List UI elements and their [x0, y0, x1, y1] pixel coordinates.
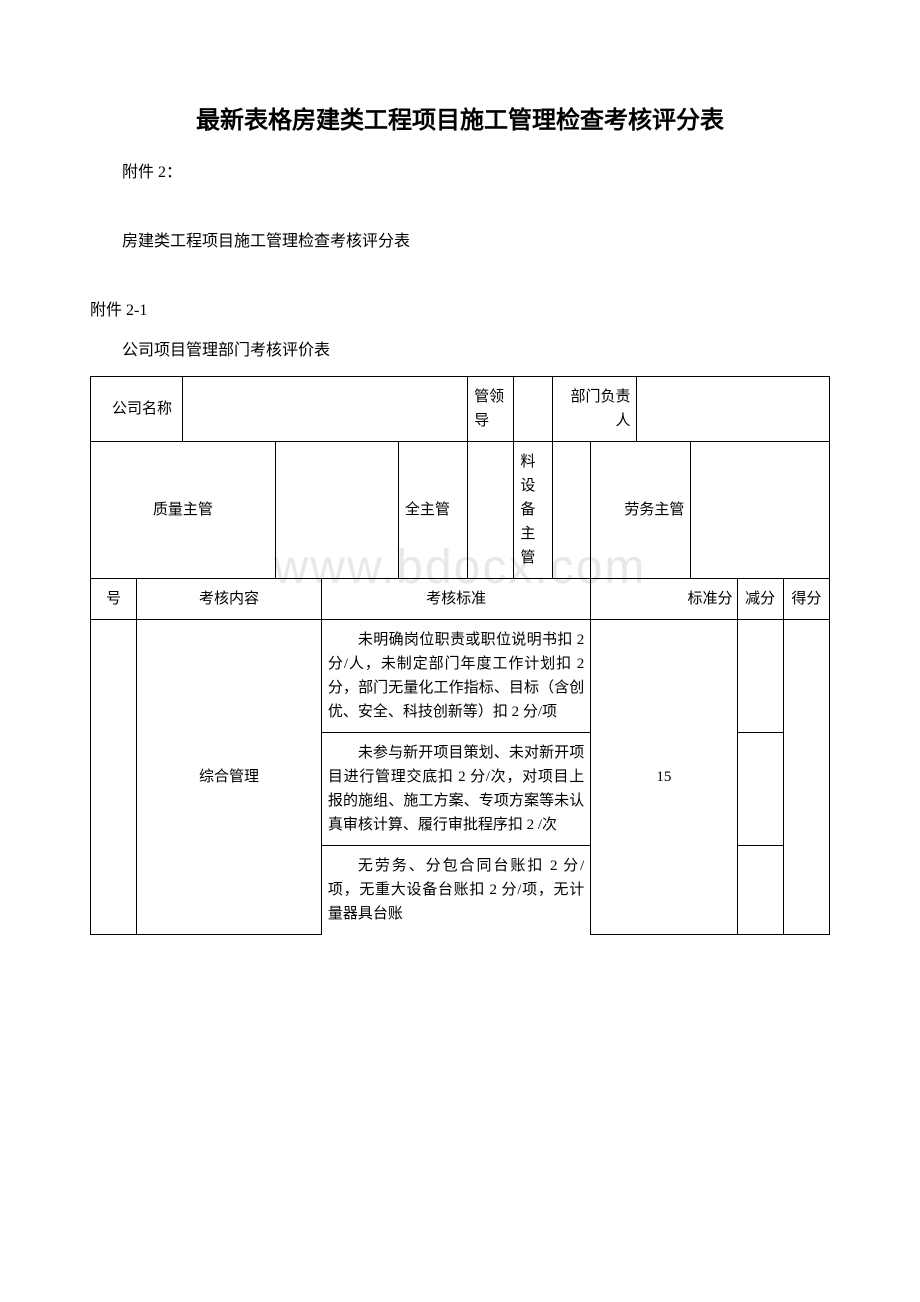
header-score: 标准分	[591, 579, 737, 620]
subtitle-2: 公司项目管理部门考核评价表	[90, 337, 830, 366]
header-gain: 得分	[783, 579, 829, 620]
material-label: 料设备主管	[514, 442, 552, 579]
leader-value	[514, 377, 552, 442]
quality-label: 质量主管	[91, 442, 276, 579]
gain-cell	[783, 620, 829, 935]
header-standard: 考核标准	[321, 579, 590, 620]
table-header-row: 号 考核内容 考核标准 标准分 减分 得分	[91, 579, 830, 620]
safety-value	[468, 442, 514, 579]
dept-head-value	[637, 377, 830, 442]
table-row: 综合管理 未明确岗位职责或职位说明书扣 2 分/人，未制定部门年度工作计划扣 2…	[91, 620, 830, 733]
deduct-cell	[737, 620, 783, 733]
header-deduct: 减分	[737, 579, 783, 620]
labor-value	[691, 442, 830, 579]
deduct-cell	[737, 733, 783, 846]
evaluation-table: 公司名称 管领导 部门负责人 质量主管 全主管 料设备主管 劳务主管 号 考核内…	[90, 376, 830, 935]
attachment-2-1-label: 附件 2-1	[90, 297, 830, 326]
safety-label: 全主管	[398, 442, 467, 579]
document-content: 最新表格房建类工程项目施工管理检查考核评分表 附件 2： 房建类工程项目施工管理…	[90, 100, 830, 935]
quality-value	[275, 442, 398, 579]
page-title: 最新表格房建类工程项目施工管理检查考核评分表	[90, 100, 830, 135]
table-row: 质量主管 全主管 料设备主管 劳务主管	[91, 442, 830, 579]
criteria-cell-3: 无劳务、分包合同台账扣 2 分/项，无重大设备台账扣 2 分/项，无计量器具台账	[321, 846, 590, 935]
company-name-label: 公司名称	[91, 377, 183, 442]
labor-label: 劳务主管	[591, 442, 691, 579]
header-seq: 号	[91, 579, 137, 620]
standard-score-cell: 15	[591, 620, 737, 935]
deduct-cell	[737, 846, 783, 935]
criteria-cell-1: 未明确岗位职责或职位说明书扣 2 分/人，未制定部门年度工作计划扣 2 分，部门…	[321, 620, 590, 733]
seq-cell	[91, 620, 137, 935]
subtitle-1: 房建类工程项目施工管理检查考核评分表	[90, 228, 830, 257]
criteria-cell-2: 未参与新开项目策划、未对新开项目进行管理交底扣 2 分/次，对项目上报的施组、施…	[321, 733, 590, 846]
header-content: 考核内容	[137, 579, 322, 620]
company-name-value	[183, 377, 468, 442]
material-value	[552, 442, 590, 579]
leader-label: 管领导	[468, 377, 514, 442]
dept-head-label: 部门负责人	[552, 377, 637, 442]
table-row: 公司名称 管领导 部门负责人	[91, 377, 830, 442]
attachment-2-label: 附件 2：	[90, 159, 830, 188]
category-cell: 综合管理	[137, 620, 322, 935]
